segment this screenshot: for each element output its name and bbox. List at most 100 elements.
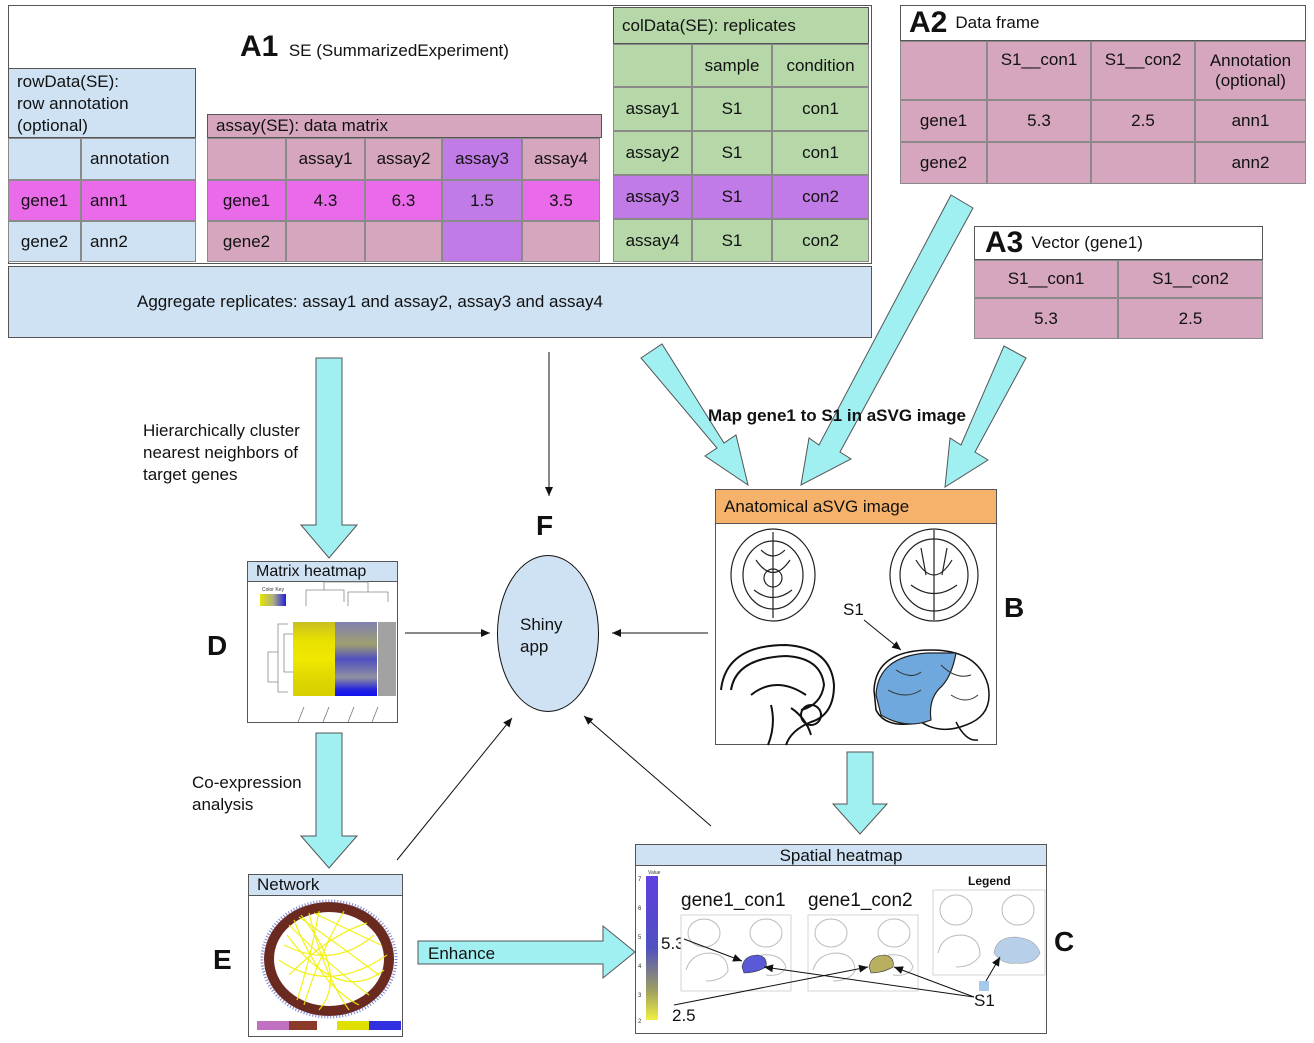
a2-letter: A2 xyxy=(909,6,948,39)
network-edges xyxy=(278,910,388,1011)
matrix-heatmap-graphic: Color Key xyxy=(260,581,396,723)
arrow-heatmap-to-network xyxy=(299,732,359,869)
assay-gene1-v3: 1.5 xyxy=(442,180,522,221)
coldata-r1-cond: con1 xyxy=(772,87,869,131)
network-graphic xyxy=(257,899,401,1030)
coldata-r4-assay: assay4 xyxy=(613,219,692,262)
a2-title: Data frame xyxy=(955,13,1040,32)
shiny-app-node: Shiny app xyxy=(497,555,599,712)
legend-s1-region xyxy=(993,936,1041,964)
spatial-heatmap-graphic: Value 7 6 5 4 3 2 5.3 2.5 gene1_con1 gen… xyxy=(638,870,1046,1025)
coldata-r3-sample: S1 xyxy=(692,175,772,219)
coexpr-label: Co-expression analysis xyxy=(192,773,302,814)
network-title: Network xyxy=(248,874,403,896)
assay-gene2-v2 xyxy=(365,221,442,262)
a2-gene1-ann: ann1 xyxy=(1195,100,1306,142)
assay-gene1-v2: 6.3 xyxy=(365,180,442,221)
network-panel: Network xyxy=(248,874,403,1037)
assay-gene2-v1 xyxy=(286,221,365,262)
a2-gene2: gene2 xyxy=(900,142,987,184)
scale-tick-5: 5 xyxy=(638,935,642,941)
a1-title: SE (SummarizedExperiment) xyxy=(288,41,509,60)
brain-lateral xyxy=(873,649,990,741)
pointer-s1-to-panel2 xyxy=(893,966,975,998)
rowdata-ann2: ann2 xyxy=(81,221,196,262)
coldata-header-condition: condition xyxy=(772,44,869,87)
a2-h1: S1__con1 xyxy=(987,41,1091,100)
a2-gene1: gene1 xyxy=(900,100,987,142)
pointer-s1-to-legend xyxy=(985,956,1001,982)
coldata-r1-sample: S1 xyxy=(692,87,772,131)
value-low-label: 2.5 xyxy=(672,1006,696,1025)
a2-gene2-ann: ann2 xyxy=(1195,142,1306,184)
coldata-r2-cond: con1 xyxy=(772,131,869,175)
rowdata-ann1: ann1 xyxy=(81,180,196,221)
coldata-r2-sample: S1 xyxy=(692,131,772,175)
e-letter: E xyxy=(213,944,232,975)
enhance-label: Enhance xyxy=(428,944,496,963)
column-dendrogram xyxy=(305,581,389,606)
a2-h2: S1__con2 xyxy=(1091,41,1195,100)
assay-gene1: gene1 xyxy=(207,180,286,221)
assay-header-3: assay3 xyxy=(442,138,522,180)
s1-region xyxy=(875,652,957,725)
pointer-high-to-region xyxy=(683,938,743,962)
arrow-aggregate-to-heatmap xyxy=(299,357,359,559)
legend-s1-label: S1 xyxy=(974,991,995,1010)
scale-tick-7: 7 xyxy=(638,877,642,883)
heatmap-col-labels xyxy=(297,706,379,723)
a2-gene1-con1: 5.3 xyxy=(987,100,1091,142)
spatial-heatmap-panel: Spatial heatmap Value 7 6 5 4 3 2 5.3 2.… xyxy=(635,844,1047,1034)
coldata-header-sample: sample xyxy=(692,44,772,87)
a2-h0 xyxy=(900,41,987,100)
coldata-r4-cond: con2 xyxy=(772,219,869,262)
coldata-r4-sample: S1 xyxy=(692,219,772,262)
assay-gene1-v1: 4.3 xyxy=(286,180,365,221)
matrix-heatmap-panel: Matrix heatmap Color Key xyxy=(247,561,398,723)
scale-tick-2: 2 xyxy=(638,1019,642,1025)
panel2-s1-region xyxy=(868,954,894,974)
s1-pointer xyxy=(863,619,902,651)
assay-header-1: assay1 xyxy=(286,138,365,180)
assay-header-blank xyxy=(207,138,286,180)
brain-drawings: S1 xyxy=(720,528,990,746)
row-dendrogram xyxy=(267,623,293,693)
b-letter: B xyxy=(1004,592,1025,623)
color-key-bar xyxy=(260,594,286,606)
c-letter: C xyxy=(1054,926,1075,957)
arrow-c-to-f xyxy=(583,715,712,827)
rowdata-title: rowData(SE): row annotation (optional) xyxy=(8,68,196,138)
pointer-low-to-region xyxy=(673,964,869,1006)
a1-heading: A1 SE (SummarizedExperiment) xyxy=(240,30,509,64)
assay-gene1-v4: 3.5 xyxy=(522,180,600,221)
panel-gene1-con1-title: gene1_con1 xyxy=(681,890,786,911)
heatmap-col-1 xyxy=(293,622,335,696)
map-label: Map gene1 to S1 in aSVG image xyxy=(708,406,966,425)
a2-gene2-con2 xyxy=(1091,142,1195,184)
a3-h1: S1__con1 xyxy=(974,260,1118,298)
arrow-enhance xyxy=(417,924,636,980)
assay-gene2-v4 xyxy=(522,221,600,262)
rowdata-header-annotation: annotation xyxy=(81,138,196,180)
a2-gene2-con1 xyxy=(987,142,1091,184)
scale-tick-3: 3 xyxy=(638,993,642,999)
f-letter: F xyxy=(536,510,554,541)
cluster-label: Hierarchically cluster nearest neighbors… xyxy=(143,421,300,484)
a3-letter: A3 xyxy=(985,226,1024,259)
assay-gene2-v3 xyxy=(442,221,522,262)
coldata-title: colData(SE): replicates xyxy=(613,7,869,44)
heatmap-row-labels xyxy=(378,622,396,696)
color-key-title: Color Key xyxy=(262,587,284,593)
assay-gene2: gene2 xyxy=(207,221,286,262)
a3-v1: 5.3 xyxy=(974,298,1118,339)
scale-tick-6: 6 xyxy=(638,906,642,912)
pointer-s1-to-panel1 xyxy=(763,964,975,998)
brain-axial-2 xyxy=(889,528,979,622)
rowdata-gene2: gene2 xyxy=(8,221,81,262)
brain-axial-1 xyxy=(730,528,816,622)
coldata-r2-assay: assay2 xyxy=(613,131,692,175)
a2-header: A2 Data frame xyxy=(900,5,1306,41)
coldata-r3-assay: assay3 xyxy=(613,175,692,219)
a2-h3: Annotation (optional) xyxy=(1195,41,1306,100)
